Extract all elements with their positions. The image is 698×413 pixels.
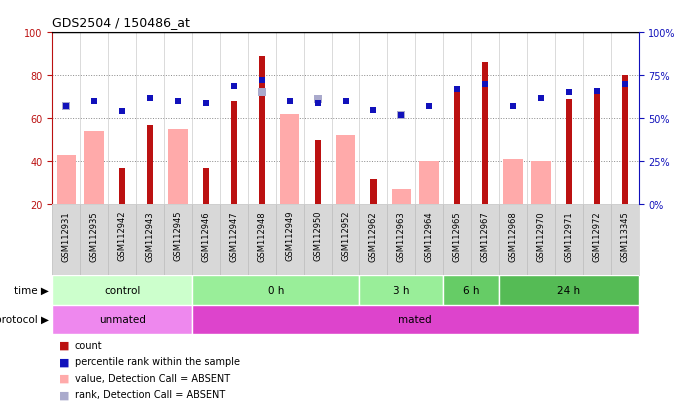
Bar [371,179,376,205]
Bar [622,76,628,205]
Text: GSM112945: GSM112945 [174,211,182,261]
Text: GSM112962: GSM112962 [369,211,378,261]
Text: control: control [104,285,140,295]
Text: 24 h: 24 h [557,285,581,295]
Text: protocol ▶: protocol ▶ [0,315,49,325]
Bar [192,275,359,305]
Text: rank, Detection Call = ABSENT: rank, Detection Call = ABSENT [75,389,225,399]
Text: count: count [75,340,103,350]
Bar [531,162,551,205]
Bar [192,305,639,335]
Text: ■: ■ [59,389,70,399]
Bar [147,126,153,205]
Text: GSM112952: GSM112952 [341,211,350,261]
Text: GSM112965: GSM112965 [453,211,461,261]
Bar [392,190,411,205]
Text: unmated: unmated [98,315,146,325]
Bar [454,93,460,205]
Bar [336,136,355,205]
Bar [259,57,265,205]
Text: GSM112970: GSM112970 [537,211,545,261]
Text: GSM112950: GSM112950 [313,211,322,261]
Text: GSM112942: GSM112942 [118,211,126,261]
Text: GSM112948: GSM112948 [258,211,266,261]
Bar [503,160,523,205]
Bar [57,155,76,205]
Text: ■: ■ [59,356,70,366]
Bar [84,132,104,205]
Text: ■: ■ [59,373,70,383]
Text: GSM113345: GSM113345 [621,211,629,261]
Bar [566,100,572,205]
Text: GSM112947: GSM112947 [230,211,238,261]
Text: GDS2504 / 150486_at: GDS2504 / 150486_at [52,16,191,29]
Text: GSM112971: GSM112971 [565,211,573,261]
Bar [419,162,439,205]
Text: GSM112963: GSM112963 [397,211,406,261]
Text: GSM112943: GSM112943 [146,211,154,261]
Text: 6 h: 6 h [463,285,480,295]
Bar [499,275,639,305]
Text: GSM112949: GSM112949 [285,211,294,261]
Text: ■: ■ [59,340,70,350]
Text: GSM112946: GSM112946 [202,211,210,261]
Bar [315,140,320,205]
Bar [52,275,192,305]
Bar [203,169,209,205]
Bar [168,130,188,205]
Text: GSM112964: GSM112964 [425,211,433,261]
Bar [52,305,192,335]
Text: time ▶: time ▶ [14,285,49,295]
Bar [443,275,499,305]
Text: GSM112968: GSM112968 [509,211,517,261]
Bar [482,63,488,205]
Text: GSM112967: GSM112967 [481,211,489,261]
Bar [359,275,443,305]
Bar [594,91,600,205]
Text: percentile rank within the sample: percentile rank within the sample [75,356,239,366]
Text: GSM112935: GSM112935 [90,211,98,261]
Text: GSM112931: GSM112931 [62,211,70,261]
Text: 0 h: 0 h [267,285,284,295]
Bar [231,102,237,205]
Bar [280,115,299,205]
Text: 3 h: 3 h [393,285,410,295]
Text: mated: mated [399,315,432,325]
Text: GSM112972: GSM112972 [593,211,601,261]
Bar [119,169,125,205]
Text: value, Detection Call = ABSENT: value, Detection Call = ABSENT [75,373,230,383]
